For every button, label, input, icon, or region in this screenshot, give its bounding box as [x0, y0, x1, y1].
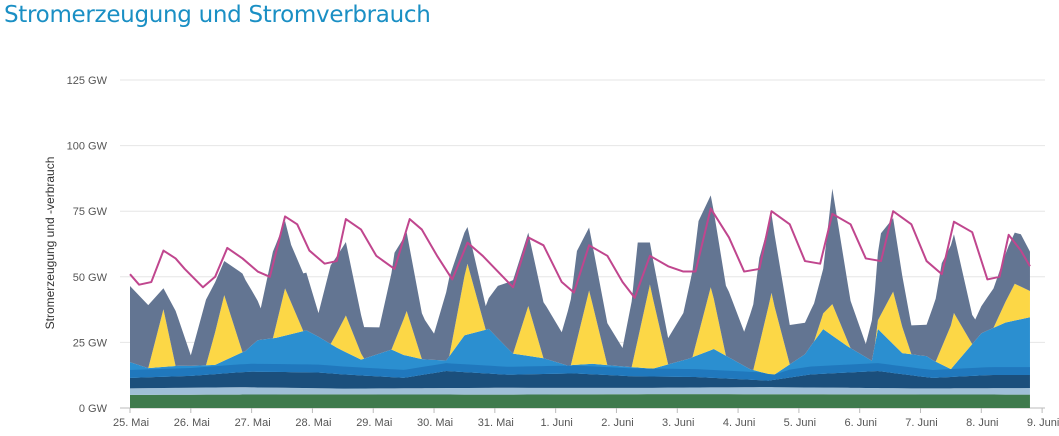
- x-tick-label: 7. Juni: [905, 417, 937, 429]
- x-tick-label: 27. Mai: [235, 417, 271, 429]
- consumption-line-group: [129, 207, 1031, 299]
- x-tick-label: 8. Juni: [966, 417, 998, 429]
- x-tick-label: 30. Mai: [417, 417, 453, 429]
- y-tick-label: 50 GW: [73, 272, 108, 284]
- x-tick-label: 9. Juni: [1027, 417, 1059, 429]
- consumption-line: [129, 207, 1031, 299]
- axes: 0 GW 25 GW 50 GW 75 GW 100 GW 125 GW 25. Mai 26…: [67, 75, 1059, 429]
- y-tick-label: 0 GW: [79, 403, 108, 415]
- y-tick-label: 100 GW: [67, 141, 108, 153]
- x-tick-label: 25. Mai: [113, 417, 149, 429]
- x-tick-label: 3. Juni: [662, 417, 694, 429]
- area-wind-offshore: [130, 363, 1030, 381]
- y-axis-title: Stromerzeugung und -verbrauch: [43, 157, 57, 330]
- x-tick-label: 4. Juni: [723, 417, 755, 429]
- area-biomass: [130, 394, 1030, 408]
- x-tick-label: 31. Mai: [478, 417, 514, 429]
- y-tick-label: 125 GW: [67, 75, 108, 87]
- area-fossil_dark: [130, 370, 1030, 389]
- area-hydro: [130, 387, 1030, 395]
- page-title: Stromerzeugung und Stromverbrauch: [4, 2, 431, 28]
- stacked-areas: [130, 188, 1030, 408]
- x-tick-label: 2. Juni: [601, 417, 633, 429]
- x-tick-label: 5. Juni: [784, 417, 816, 429]
- area-wind: [130, 317, 1030, 381]
- x-tick-label: 29. Mai: [356, 417, 392, 429]
- area-solar: [130, 263, 1030, 375]
- area-conventional: [130, 188, 1030, 370]
- x-tick-label: 26. Mai: [174, 417, 210, 429]
- x-tick-label: 28. Mai: [295, 417, 331, 429]
- y-tick-label: 75 GW: [73, 206, 108, 218]
- x-tick-label: 6. Juni: [844, 417, 876, 429]
- x-tick-label: 1. Juni: [540, 417, 572, 429]
- y-tick-label: 25 GW: [73, 337, 108, 349]
